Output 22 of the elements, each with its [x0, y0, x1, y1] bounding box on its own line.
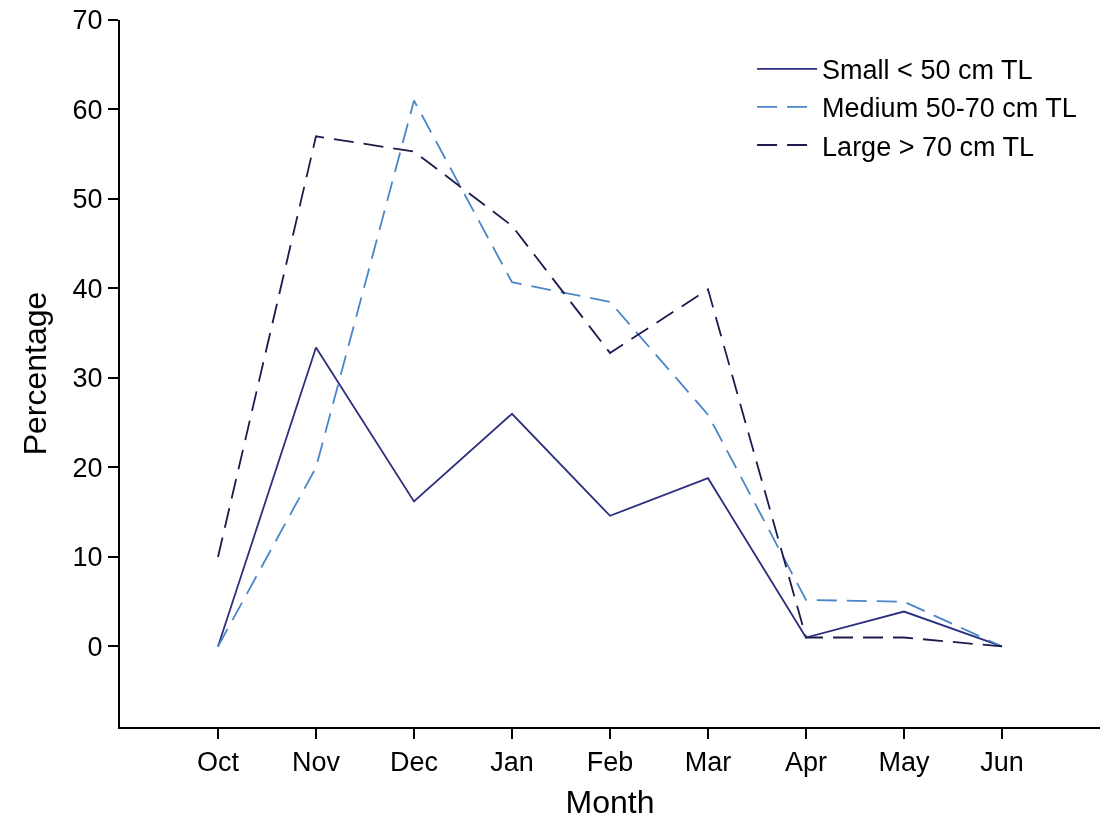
x-tick-label: Nov	[291, 747, 341, 778]
legend-label: Large > 70 cm TL	[822, 131, 1034, 162]
y-tick-label: 30	[72, 363, 103, 394]
legend-label: Medium 50-70 cm TL	[822, 93, 1077, 124]
y-tick-label: 40	[72, 273, 103, 304]
x-tick-label: Dec	[389, 747, 439, 778]
x-tick-label: Feb	[586, 747, 634, 778]
legend-label: Small < 50 cm TL	[822, 55, 1033, 86]
x-axis-title: Month	[565, 783, 655, 820]
x-tick-label: Jan	[490, 747, 534, 778]
y-axis-title: Percentage	[17, 291, 54, 456]
y-tick-label: 0	[87, 631, 103, 662]
y-tick-label: 10	[72, 542, 103, 573]
x-tick-label: May	[878, 747, 930, 778]
y-tick-label: 20	[72, 452, 103, 483]
x-tick-label: Oct	[196, 747, 240, 778]
x-tick-label: Apr	[784, 747, 828, 778]
y-tick-label: 60	[72, 94, 103, 125]
x-tick-label: Jun	[980, 747, 1024, 778]
y-tick-label: 70	[72, 5, 103, 36]
y-tick-label: 50	[72, 184, 103, 215]
x-tick-label: Mar	[684, 747, 732, 778]
